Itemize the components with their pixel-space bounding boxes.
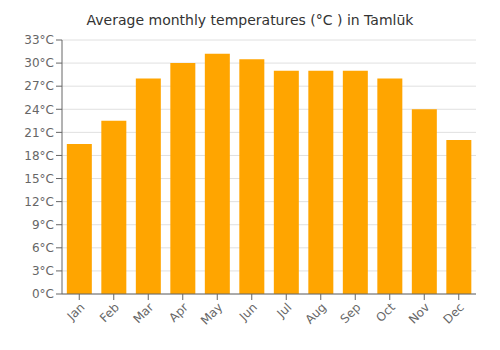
svg-text:Jul: Jul (274, 300, 295, 321)
svg-text:30°C: 30°C (24, 56, 54, 70)
html-text:Average monthly temperatures (: Average monthly temperatures (°C ) in Ta… (86, 12, 414, 28)
svg-text:Mar: Mar (130, 300, 156, 326)
svg-text:12°C: 12°C (24, 195, 54, 209)
svg-text:9°C: 9°C (32, 218, 54, 232)
svg-text:Sep: Sep (337, 300, 363, 326)
svg-text:Feb: Feb (97, 300, 122, 325)
svg-text:May: May (198, 300, 225, 327)
svg-text:3°C: 3°C (32, 264, 54, 278)
svg-text:Jun: Jun (236, 300, 260, 324)
svg-text:Aug: Aug (302, 300, 328, 326)
svg-text:21°C: 21°C (24, 126, 54, 140)
svg-text:Jan: Jan (64, 300, 88, 324)
svg-text:24°C: 24°C (24, 103, 54, 117)
svg-text:0°C: 0°C (32, 287, 54, 301)
svg-text:27°C: 27°C (24, 79, 54, 93)
svg-text:15°C: 15°C (24, 172, 54, 186)
svg-text:18°C: 18°C (24, 149, 54, 163)
svg-text:Apr: Apr (166, 300, 191, 325)
svg-text:Nov: Nov (406, 300, 432, 326)
svg-text:Dec: Dec (441, 300, 467, 326)
svg-text:Oct: Oct (373, 300, 398, 325)
svg-text:33°C: 33°C (24, 33, 54, 47)
svg-text:6°C: 6°C (32, 241, 54, 255)
